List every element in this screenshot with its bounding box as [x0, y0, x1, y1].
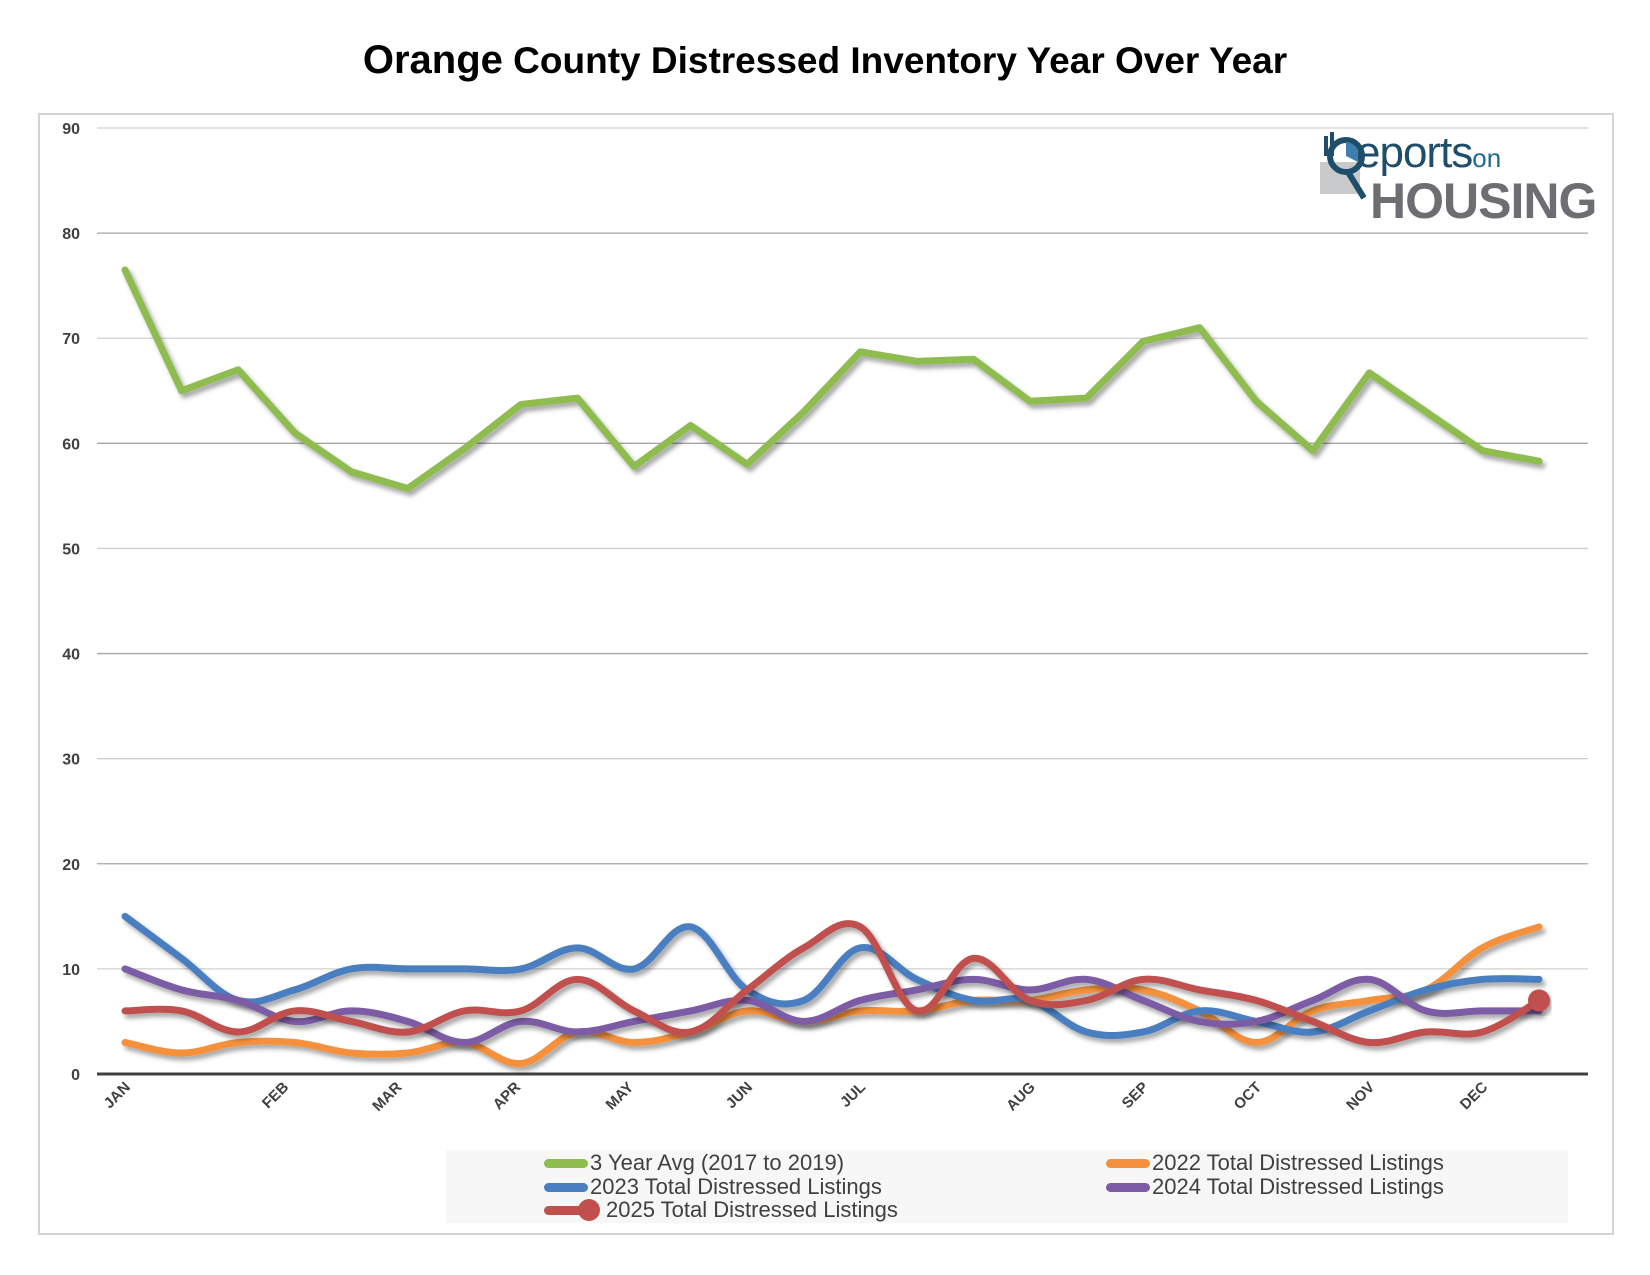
y-tick-label: 40 [62, 647, 80, 664]
legend-item-2024[interactable]: 2024 Total Distressed Listings [1106, 1174, 1444, 1200]
legend-item-2022[interactable]: 2022 Total Distressed Listings [1106, 1150, 1444, 1176]
y-tick-label: 20 [62, 857, 80, 874]
legend-swatch [544, 1182, 588, 1192]
y-tick-label: 0 [71, 1067, 80, 1084]
chart-legend: 3 Year Avg (2017 to 2019) 2022 Total Dis… [446, 1150, 1568, 1223]
y-tick-label: 80 [62, 226, 80, 243]
series-line-2 [121, 912, 1543, 1040]
logo-text-reports: eports [1356, 128, 1473, 177]
series-lines [121, 266, 1550, 1067]
x-tick-label: APR [490, 1079, 525, 1114]
legend-swatch [544, 1205, 588, 1215]
y-axis-ticks: 0 10 20 30 40 50 60 70 80 90 [62, 121, 80, 1084]
x-tick-label: JUN [723, 1079, 756, 1112]
y-tick-label: 50 [62, 541, 80, 558]
x-tick-label: OCT [1231, 1079, 1265, 1113]
chart-frame [38, 113, 1614, 1235]
x-tick-label: MAR [369, 1079, 405, 1115]
logo-text-on: on [1472, 143, 1502, 173]
series-line-4 [121, 920, 1543, 1047]
legend-marker-dot [578, 1199, 600, 1221]
series-line-3 [121, 965, 1543, 1046]
x-tick-label: JUL [837, 1079, 869, 1111]
legend-item-2025[interactable]: 2025 Total Distressed Listings [544, 1197, 898, 1223]
x-tick-label: MAY [603, 1079, 638, 1114]
gridlines [97, 127, 1588, 1076]
x-tick-label: JAN [101, 1079, 134, 1112]
x-tick-label: NOV [1343, 1079, 1378, 1114]
legend-swatch [544, 1158, 588, 1168]
series-line-1 [121, 923, 1543, 1067]
x-tick-label: FEB [259, 1079, 292, 1112]
end-marker-dot [1528, 989, 1550, 1012]
logo-magnifier-icon [1320, 132, 1367, 200]
y-tick-label: 60 [62, 436, 80, 453]
legend-item-2023[interactable]: 2023 Total Distressed Listings [544, 1174, 882, 1200]
y-tick-label: 10 [62, 962, 80, 979]
x-tick-label: AUG [1003, 1079, 1039, 1115]
chart-title: Orange County Distressed Inventory Year … [362, 38, 1288, 82]
legend-swatch [1106, 1158, 1150, 1168]
series-line-0 [121, 266, 1543, 493]
legend-item-3yr-avg[interactable]: 3 Year Avg (2017 to 2019) [544, 1150, 844, 1176]
x-axis-ticks: JAN FEB MAR APR MAY JUN JUL AUG SEP OCT NOV DEC [101, 1079, 1492, 1115]
x-tick-label: SEP [1119, 1079, 1152, 1112]
y-tick-label: 30 [62, 752, 80, 769]
y-tick-label: 90 [62, 121, 80, 138]
logo-text-housing: HOUSING [1370, 173, 1597, 229]
legend-swatch [1106, 1182, 1150, 1192]
x-tick-label: DEC [1457, 1079, 1492, 1114]
reports-on-housing-logo: eportson HOUSING [1318, 128, 1597, 229]
y-tick-label: 70 [62, 331, 80, 348]
